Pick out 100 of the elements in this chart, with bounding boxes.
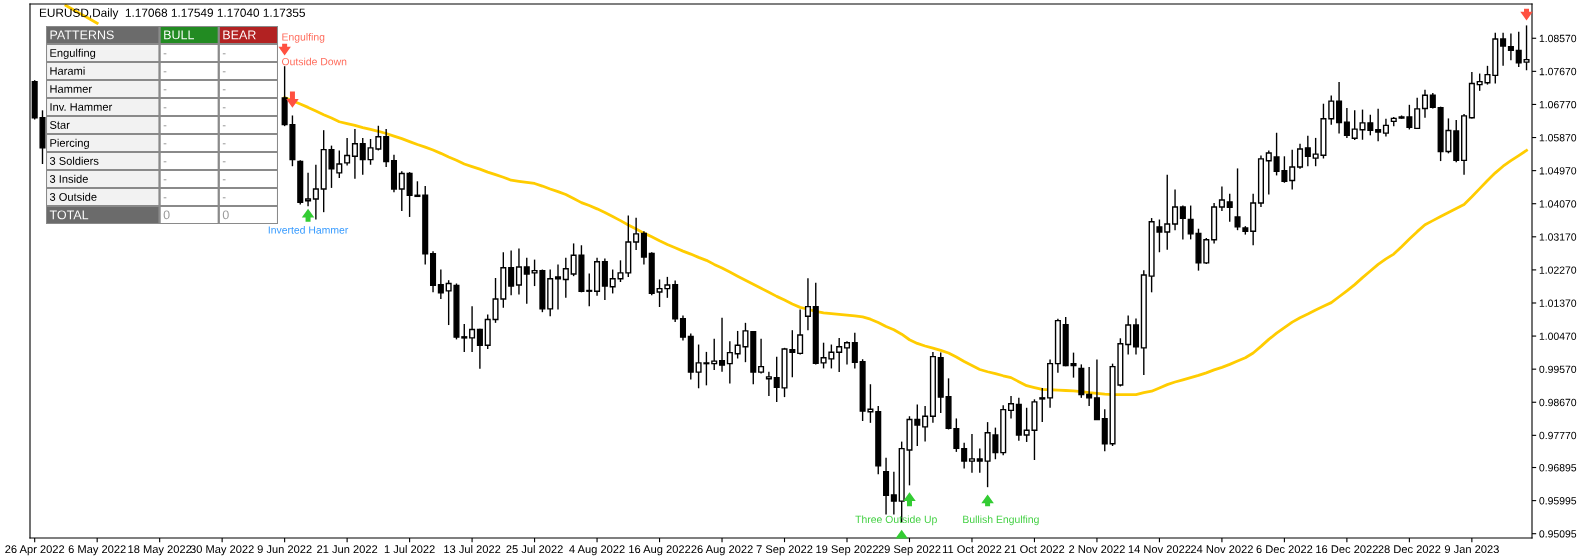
annotation: Harami — [50, 66, 85, 75]
candlestick — [1218, 185, 1225, 212]
candlestick — [554, 263, 562, 311]
candlestick — [758, 337, 765, 375]
annotation: 0 — [222, 210, 229, 220]
x-tick-label: 24 Nov 2022 — [1190, 545, 1253, 554]
candlestick — [797, 308, 804, 356]
annotation: - — [163, 53, 167, 55]
candlestick — [1265, 149, 1272, 196]
annotation: 3 Inside — [49, 174, 88, 183]
annotation: 3 Soldiers — [49, 156, 99, 165]
y-tick-label: 0.95995 — [1539, 497, 1577, 505]
y-tick-label: 1.07670 — [1539, 67, 1577, 76]
annotation: - — [222, 71, 226, 73]
candlestick — [711, 337, 718, 371]
annotation: Engulfing — [282, 33, 325, 43]
x-tick-label: 7 Sep 2022 — [756, 545, 813, 556]
y-tick-label: 0.97770 — [1539, 431, 1577, 440]
y-tick-label: 1.04070 — [1539, 200, 1577, 208]
candlestick — [851, 332, 858, 370]
candlestick — [344, 137, 351, 167]
candlestick — [1421, 89, 1429, 119]
x-tick-label: 1 Jul 2022 — [384, 544, 435, 554]
candlestick — [883, 457, 890, 516]
x-tick-label: 26 Apr 2022 — [5, 545, 65, 556]
candlestick — [469, 305, 476, 353]
annotation: Hammer — [50, 85, 92, 93]
x-tick-label: 9 Jan 2023 — [1444, 545, 1499, 554]
candlestick — [359, 137, 366, 176]
candlestick — [437, 268, 444, 300]
candlestick — [679, 314, 687, 342]
candlestick — [633, 216, 640, 251]
annotation: 0 — [163, 210, 170, 220]
x-tick-label: 14 Nov 2022 — [1128, 545, 1191, 554]
candlestick — [1336, 81, 1343, 135]
annotation: BEAR — [223, 30, 256, 40]
candlestick — [961, 442, 968, 470]
y-tick-label: 1.05870 — [1539, 134, 1577, 142]
candlestick — [1132, 317, 1140, 356]
candlestick — [976, 447, 983, 474]
candlestick — [508, 249, 515, 296]
x-tick-label: 4 Aug 2022 — [569, 545, 625, 556]
x-tick-label: 9 Jun 2022 — [257, 545, 312, 554]
x-tick-label: 18 May 2022 — [128, 545, 192, 556]
candlestick — [1093, 358, 1100, 421]
candlestick — [523, 257, 530, 305]
x-tick-label: 26 Aug 2022 — [691, 545, 753, 556]
candlestick — [1172, 188, 1179, 231]
annotation: - — [222, 89, 226, 91]
annotation: - — [163, 161, 167, 163]
candlestick — [1507, 32, 1514, 62]
y-tick-label: 1.06770 — [1539, 100, 1577, 109]
x-tick-label: 30 May 2022 — [190, 545, 254, 556]
candlestick — [1304, 135, 1311, 167]
x-tick-label: 2 Nov 2022 — [1069, 545, 1125, 554]
annotation: Inverted Hammer — [268, 226, 349, 234]
x-tick-label: 6 May 2022 — [68, 545, 126, 556]
candlestick — [1164, 173, 1171, 251]
candlestick — [640, 230, 647, 266]
x-tick-label: 19 Sep 2022 — [816, 545, 878, 556]
candlestick — [1296, 143, 1304, 170]
candlestick — [515, 247, 522, 296]
annotation: Bullish Engulfing — [963, 515, 1039, 526]
annotation: Piercing — [50, 138, 89, 150]
y-tick-label: 1.02270 — [1539, 266, 1577, 274]
candlestick — [1289, 148, 1296, 191]
candlestick — [804, 277, 811, 331]
candlestick — [1086, 366, 1093, 407]
x-tick-label: 16 Dec 2022 — [1316, 545, 1378, 554]
y-tick-label: 1.08570 — [1539, 34, 1577, 43]
annotation: - — [163, 125, 167, 127]
candlestick — [476, 328, 483, 370]
candlestick — [1375, 108, 1382, 142]
annotation: - — [222, 143, 226, 145]
annotation: - — [163, 143, 167, 145]
annotation: - — [163, 197, 167, 199]
candlestick — [922, 405, 929, 443]
annotation: Outside Down — [282, 57, 347, 66]
candlestick — [312, 164, 319, 221]
x-tick-label: 11 Oct 2022 — [942, 545, 1002, 554]
y-tick-label: 1.00470 — [1539, 332, 1577, 340]
annotation: - — [163, 89, 167, 91]
candlestick — [1226, 193, 1233, 223]
candlestick — [351, 128, 358, 180]
y-tick-label: 0.99570 — [1539, 365, 1577, 374]
annotation: Star — [49, 121, 70, 129]
candlestick — [843, 340, 851, 366]
candlestick — [765, 371, 772, 397]
y-tick-label: 1.01370 — [1539, 299, 1577, 307]
y-tick-label: 0.98670 — [1539, 398, 1577, 407]
x-tick-label: 21 Oct 2022 — [1004, 545, 1065, 554]
candlestick — [398, 170, 405, 212]
x-tick-label: 6 Dec 2022 — [1256, 545, 1313, 554]
candlestick — [305, 172, 312, 207]
candlestick — [836, 337, 843, 373]
candlestick — [586, 272, 593, 307]
x-tick-label: 13 Jul 2022 — [444, 544, 501, 554]
annotation: Engulfing — [50, 48, 96, 60]
x-tick-label: 29 Sep 2022 — [878, 545, 941, 556]
y-tick-label: 0.96895 — [1539, 464, 1577, 472]
